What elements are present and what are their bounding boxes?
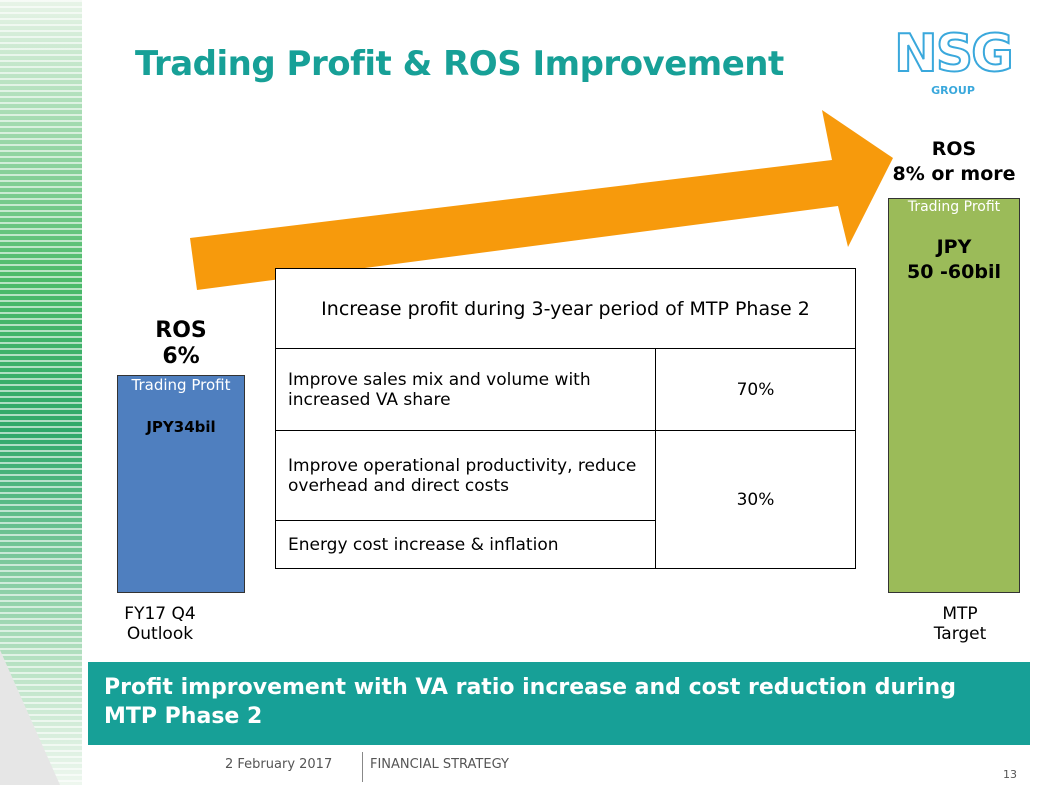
table-cell: Energy cost increase & inflation bbox=[275, 520, 656, 569]
box-value-line: 50 -60bil bbox=[906, 261, 1001, 283]
table-cell: 70% bbox=[655, 348, 856, 431]
arrow bbox=[190, 110, 893, 290]
left-caption: FY17 Q4 Outlook bbox=[110, 604, 210, 644]
box-label: Trading Profit bbox=[131, 376, 231, 394]
logo-text: NSG bbox=[893, 23, 1015, 85]
right-ros: ROS 8% or more bbox=[868, 137, 1040, 187]
footer-divider bbox=[362, 752, 363, 782]
caption-line: FY17 Q4 bbox=[124, 604, 196, 624]
footer-date: 2 February 2017 bbox=[225, 757, 333, 772]
table-header: Increase profit during 3-year period of … bbox=[275, 268, 856, 349]
box-value: JPY34bil bbox=[146, 418, 216, 436]
ros-value: 8% or more bbox=[892, 163, 1016, 185]
caption-line: Target bbox=[933, 624, 987, 644]
table: Increase profit during 3-year period of … bbox=[275, 268, 856, 569]
table-cell: Improve operational productivity, reduce… bbox=[275, 430, 656, 521]
box-label: Trading Profit bbox=[907, 199, 1001, 215]
logo-sub: GROUP bbox=[931, 84, 975, 97]
table-cell: 30% bbox=[655, 430, 856, 569]
box-value-line: JPY bbox=[936, 236, 972, 258]
left-box: Trading Profit JPY34bil bbox=[117, 375, 245, 593]
side-stripe bbox=[0, 0, 82, 785]
right-box: Trading Profit JPY 50 -60bil bbox=[888, 198, 1020, 593]
title: Trading Profit & ROS Improvement bbox=[135, 44, 784, 84]
ros-value: 6% bbox=[162, 344, 200, 369]
logo: NSG GROUP bbox=[893, 23, 1015, 97]
caption-line: Outlook bbox=[126, 624, 194, 644]
caption-line: MTP bbox=[942, 604, 978, 624]
table-cell: Improve sales mix and volume with increa… bbox=[275, 348, 656, 431]
footer-section: FINANCIAL STRATEGY bbox=[370, 757, 509, 772]
left-ros: ROS 6% bbox=[117, 318, 245, 370]
ros-label: ROS bbox=[931, 138, 977, 160]
ros-label: ROS bbox=[155, 318, 207, 343]
banner: Profit improvement with VA ratio increas… bbox=[88, 662, 1030, 745]
box-value: JPY 50 -60bil bbox=[889, 235, 1019, 285]
right-caption: MTP Target bbox=[920, 604, 1000, 644]
corner-triangle bbox=[0, 650, 60, 785]
page-number: 13 bbox=[1003, 768, 1017, 781]
